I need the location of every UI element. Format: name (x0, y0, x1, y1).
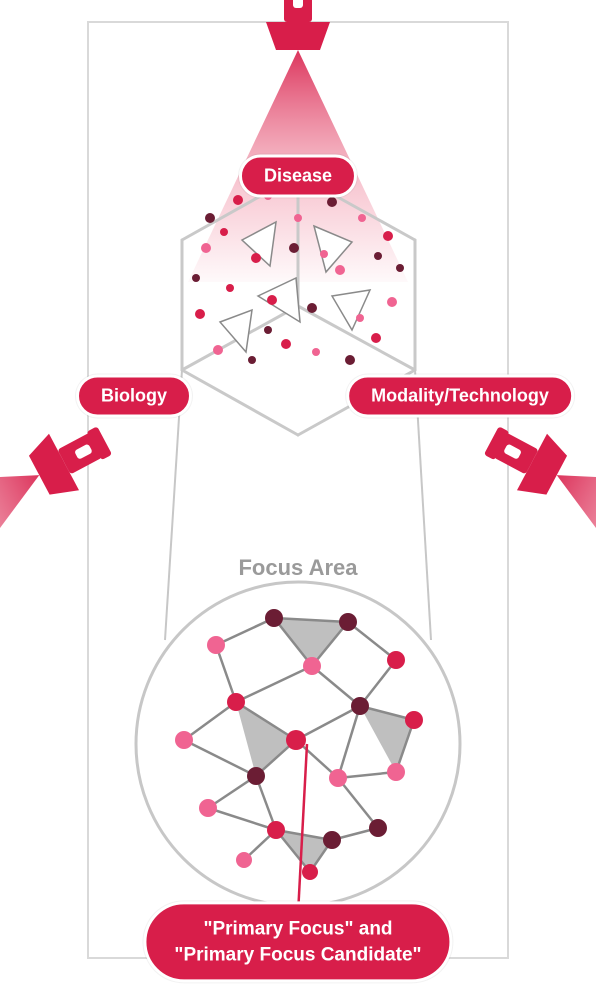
pill-disease-label: Disease (264, 166, 332, 186)
pill-modality-label: Modality/Technology (371, 386, 549, 406)
pill-biology: Biology (76, 375, 192, 418)
pill-disease: Disease (239, 155, 357, 198)
pill-modality: Modality/Technology (346, 375, 574, 418)
pill-biology-label: Biology (101, 386, 167, 406)
diagram-svg (0, 0, 596, 988)
focus-area-label: Focus Area (238, 555, 357, 581)
pill-primary-focus-label: "Primary Focus" and"Primary Focus Candid… (174, 918, 421, 965)
diagram-container: Disease Biology Modality/Technology "Pri… (0, 0, 596, 988)
pill-primary-focus: "Primary Focus" and"Primary Focus Candid… (143, 901, 452, 982)
